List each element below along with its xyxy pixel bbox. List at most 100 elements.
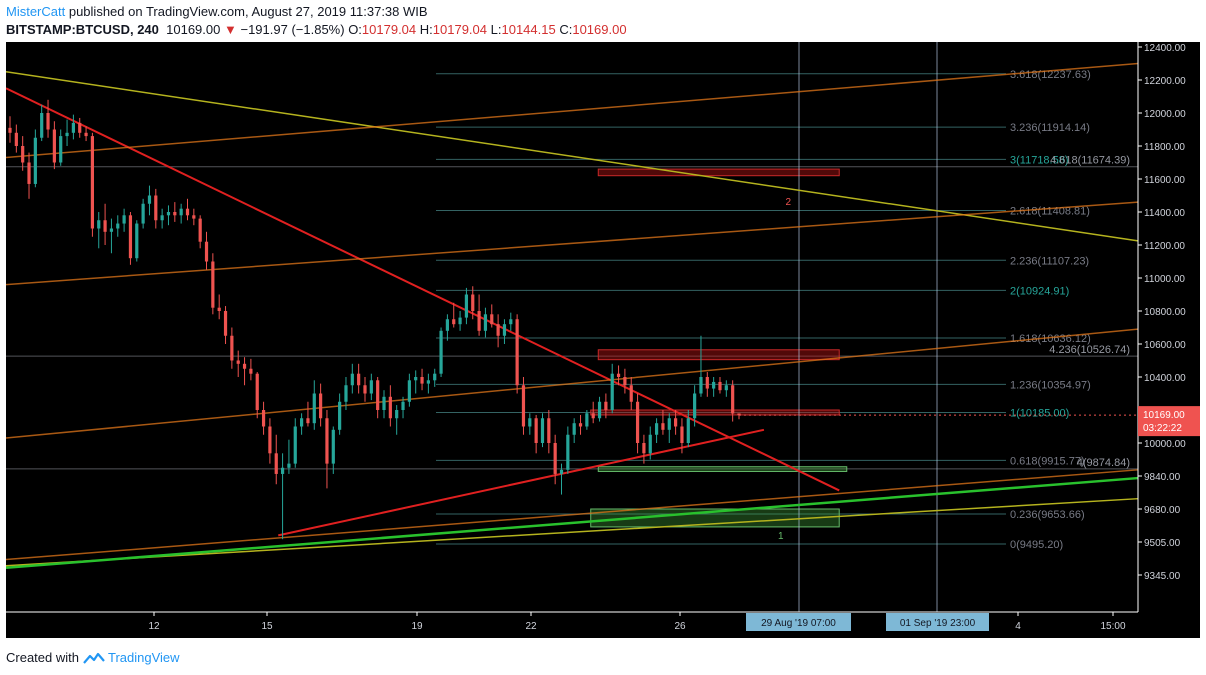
candle: [338, 393, 342, 435]
candle: [464, 287, 469, 325]
time-tick-label: 15: [261, 621, 273, 632]
trendline: [6, 497, 1139, 567]
candle-body: [452, 319, 456, 325]
extension-level-label: 4.618(11674.39): [1050, 155, 1130, 167]
candle-body: [280, 467, 285, 474]
candle: [249, 358, 253, 381]
candle-body: [731, 385, 735, 414]
fib-level-label: 2(10924.91): [1010, 285, 1069, 297]
chart-area[interactable]: 3.618(12237.63) 3.236(11914.14) 3(11718.58…: [6, 42, 1200, 638]
candle-body: [179, 208, 183, 216]
price-tick-label: 11000.00: [1144, 274, 1185, 285]
candle-body: [458, 317, 462, 325]
candle: [103, 203, 107, 245]
candle: [230, 327, 234, 369]
candle-body: [90, 136, 95, 229]
candle: [242, 357, 247, 386]
countdown-label: 03:22:22: [1143, 423, 1182, 434]
candle-body: [97, 220, 101, 229]
candle-body: [268, 426, 272, 454]
zone-label: 1: [778, 531, 784, 542]
candle-body: [566, 434, 570, 470]
candle: [357, 363, 361, 394]
candlestick-chart[interactable]: 3.618(12237.63)3.236(11914.14)3(11718.58…: [6, 42, 1200, 638]
candle-body: [306, 418, 310, 424]
candle-body: [559, 469, 564, 474]
tradingview-link[interactable]: TradingView: [107, 650, 180, 665]
candle: [261, 401, 266, 435]
candle-body: [223, 311, 228, 336]
created-with-label: Created with: [6, 650, 79, 665]
candle: [572, 418, 576, 443]
candle: [699, 335, 703, 397]
time-tick-label: 4: [1015, 621, 1021, 632]
candle: [312, 380, 316, 430]
candle: [382, 390, 386, 419]
candle: [521, 377, 526, 435]
extension-level-label: 4(9874.84): [1077, 457, 1130, 469]
candle: [566, 426, 570, 474]
candle: [198, 215, 202, 249]
candle-body: [502, 324, 507, 336]
current-price-tag-label: 10169.00: [1143, 410, 1185, 421]
candle-body: [616, 373, 621, 377]
candle-body: [604, 401, 608, 410]
candle: [420, 368, 424, 391]
candle: [712, 377, 716, 397]
candle: [84, 126, 88, 142]
candle-body: [287, 463, 291, 468]
low-label: L:: [490, 22, 502, 37]
candle-body: [724, 385, 728, 391]
time-tick-label: 26: [674, 621, 686, 632]
candle: [173, 202, 177, 222]
candle: [401, 396, 405, 419]
candle-body: [693, 393, 697, 419]
candle: [90, 132, 95, 237]
candle-body: [509, 319, 513, 325]
candle: [578, 414, 583, 435]
time-tick-label: 22: [525, 621, 537, 632]
candle-body: [648, 434, 652, 454]
candle: [268, 418, 272, 464]
candle: [705, 372, 709, 397]
candle: [547, 410, 551, 454]
candle-body: [553, 443, 557, 474]
time-tick-label: 19: [411, 621, 423, 632]
candle: [52, 121, 56, 170]
publish-info: MisterCatt published on TradingView.com,…: [6, 4, 428, 19]
candle: [553, 434, 557, 485]
author-link[interactable]: MisterCatt: [6, 4, 66, 19]
candle-body: [674, 418, 678, 427]
fib-level-label: 0.618(9915.77): [1010, 455, 1085, 467]
candle-body: [578, 423, 583, 427]
candle-body: [109, 228, 114, 232]
candle-body: [401, 401, 405, 410]
fib-level-label: 2.236(11107.23): [1010, 255, 1089, 267]
candle-body: [718, 381, 722, 391]
candle: [40, 104, 44, 142]
trendline: [6, 71, 1139, 242]
trendline: [6, 328, 1139, 439]
price-tick-label: 9680.00: [1144, 505, 1181, 516]
trendline: [6, 469, 1139, 561]
candle-body: [534, 418, 538, 443]
candle-body: [325, 418, 329, 464]
candle: [204, 231, 209, 270]
candle: [724, 380, 728, 397]
fib-level-label: 0(9495.20): [1010, 539, 1063, 551]
candle-body: [338, 401, 342, 430]
price-tick-label: 12400.00: [1144, 43, 1186, 54]
candle-body: [204, 241, 209, 262]
candle: [534, 414, 538, 454]
candle: [452, 302, 456, 328]
candle-body: [680, 426, 684, 443]
candle-body: [160, 215, 164, 221]
candle: [369, 373, 373, 401]
candle: [559, 463, 564, 495]
candle-body: [128, 215, 133, 259]
price-tick-label: 9345.00: [1144, 571, 1181, 582]
price-tick-label: 9505.00: [1144, 538, 1181, 549]
candle-body: [40, 113, 44, 138]
candle: [737, 413, 741, 420]
candle-body: [426, 380, 430, 384]
